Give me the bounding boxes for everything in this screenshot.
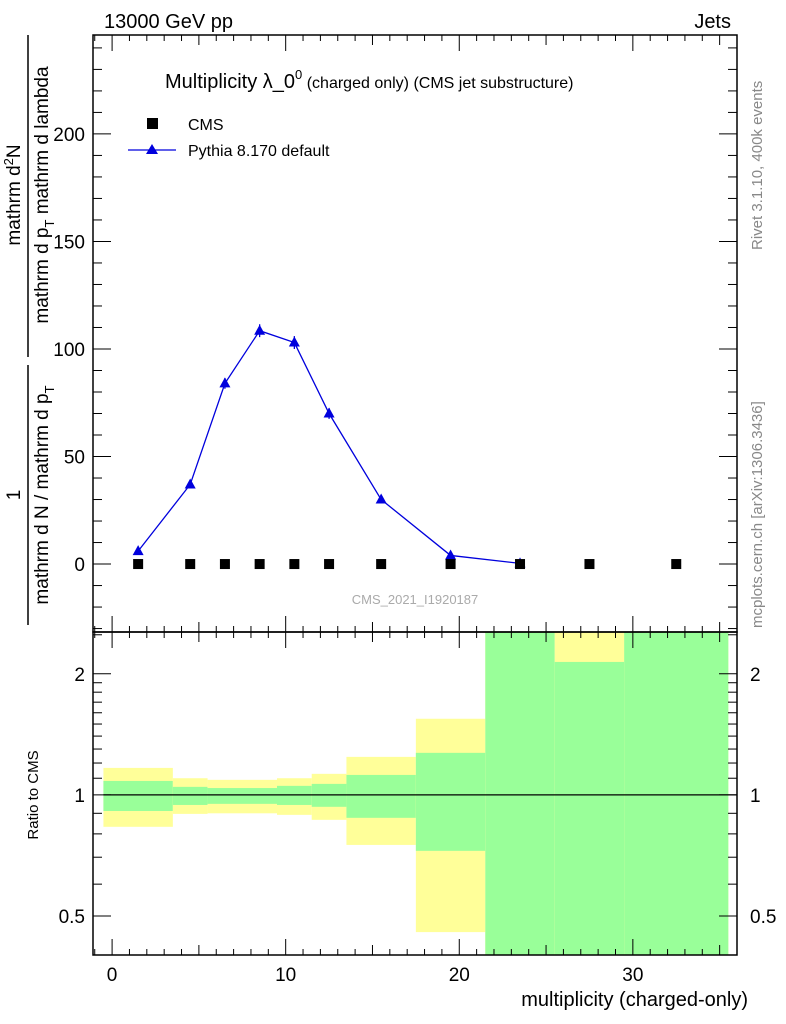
ratio-frame (92, 631, 738, 956)
pythia-point (375, 493, 387, 504)
cms-point (584, 559, 595, 570)
cms-point (324, 559, 335, 570)
stat-uncertainty-band (172, 786, 208, 805)
stat-uncertainty-band (103, 780, 173, 811)
pythia-point (219, 377, 231, 388)
ratio-y-label: Ratio to CMS (25, 750, 42, 839)
legend-cms-marker (147, 118, 158, 129)
stat-uncertainty-band (415, 752, 486, 851)
legend-pythia-marker (146, 144, 158, 154)
header-left: 13000 GeV pp (104, 11, 233, 33)
pythia-point (445, 549, 457, 560)
svg-text:mathrm d pT mathrm d lambda: mathrm d pT mathrm d lambda (32, 66, 57, 324)
pythia-point (132, 545, 144, 556)
cms-point (219, 559, 230, 570)
pythia-point (254, 324, 266, 335)
cms-point (289, 559, 300, 570)
pythia-line (137, 329, 521, 565)
stat-uncertainty-band (485, 632, 555, 955)
mcplots-label: mcplots.cern.ch [arXiv:1306.3436] (749, 401, 766, 628)
main-plot (132, 324, 682, 570)
cms-point (254, 559, 265, 570)
pythia-point (323, 407, 335, 418)
cms-point (671, 559, 682, 570)
ratio-y-tick-label-right: 2 (750, 665, 761, 686)
stat-uncertainty-band (207, 788, 277, 804)
y-tick-label: 150 (53, 232, 85, 253)
x-tick-label: 0 (107, 965, 118, 986)
ratio-bands (103, 632, 737, 955)
legend-pythia: Pythia 8.170 default (188, 143, 330, 160)
ratio-y-tick-label-right: 1 (750, 786, 761, 807)
ratio-y-tick-label-right: 0.5 (750, 907, 776, 928)
stat-uncertainty-band (624, 632, 729, 955)
y-tick-label: 0 (74, 555, 85, 576)
x-tick-label: 10 (275, 965, 296, 986)
ratio-y-tick-label: 1 (74, 786, 85, 807)
pythia-point (288, 336, 300, 347)
y-tick-label: 200 (53, 125, 85, 146)
y-tick-label: 100 (53, 340, 85, 361)
legend-cms: CMS (188, 117, 224, 134)
y-axis-label: 1 mathrm d N / mathrm d pT mathrm d2N ma… (1, 35, 57, 625)
stat-uncertainty-band (554, 661, 625, 955)
ratio-y-tick-label: 0.5 (59, 907, 85, 928)
y-tick-label: 50 (64, 448, 85, 469)
cms-point (515, 559, 526, 570)
x-tick-label: 30 (622, 965, 643, 986)
x-axis-label: multiplicity (charged-only) (521, 989, 748, 1011)
ratio-y-tick-label: 2 (74, 665, 85, 686)
pythia-point (184, 478, 196, 489)
cms-point (376, 559, 387, 570)
cms-point (185, 559, 196, 570)
watermark: CMS_2021_I1920187 (352, 592, 479, 607)
header-right: Jets (694, 11, 731, 33)
svg-text:1: 1 (4, 490, 25, 501)
svg-text:mathrm d2N: mathrm d2N (1, 144, 25, 245)
cms-point (445, 559, 456, 570)
axes: 0 10 20 30 0 50 100 150 200 0.5 0.5 1 1 2 2 (53, 34, 776, 986)
stat-uncertainty-band (346, 774, 416, 818)
svg-text:mathrm d N / mathrm d pT: mathrm d N / mathrm d pT (32, 385, 57, 604)
cms-point (133, 559, 144, 570)
x-tick-label: 20 (449, 965, 470, 986)
plot-title: Multiplicity λ_00 (charged only) (CMS je… (165, 67, 573, 93)
rivet-label: Rivet 3.1.10, 400k events (749, 81, 766, 250)
